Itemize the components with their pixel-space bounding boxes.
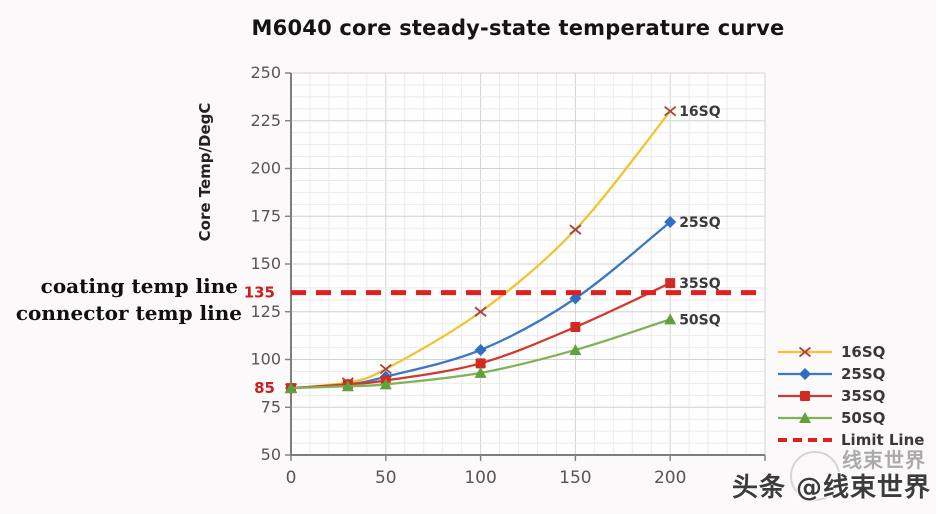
legend-label: 50SQ [841, 409, 886, 427]
legend-label: 16SQ [841, 343, 886, 361]
svg-text:150: 150 [250, 254, 281, 273]
svg-text:150: 150 [559, 468, 591, 488]
svg-text:75: 75 [261, 397, 281, 416]
legend-item-16sq: 16SQ [776, 341, 934, 363]
chart-title: M6040 core steady-state temperature curv… [251, 16, 785, 40]
series-50sq: 50SQ [285, 312, 721, 394]
svg-text:200: 200 [654, 468, 686, 488]
y-tick-labels: 50 75 100 125 150 175 200 225 250 [250, 63, 281, 464]
legend-label: 25SQ [841, 365, 886, 383]
svg-text:225: 225 [250, 111, 281, 130]
svg-text:100: 100 [464, 468, 496, 488]
series-end-label-25sq: 25SQ [679, 215, 721, 231]
legend-swatch-50sq [778, 412, 832, 423]
svg-text:50: 50 [261, 445, 281, 464]
y-highlight-label-135: 135 [244, 284, 275, 302]
svg-text:250: 250 [250, 63, 281, 82]
legend-swatch-limit-line [778, 438, 832, 442]
series-end-label-35sq: 35SQ [679, 276, 721, 292]
watermark-ghost-text: 线束世界 [842, 448, 926, 472]
legend-label: 35SQ [841, 387, 886, 405]
legend-swatch-16sq [778, 346, 832, 358]
legend-swatch-25sq [778, 368, 832, 380]
svg-text:125: 125 [250, 302, 281, 321]
gridlines [290, 72, 766, 456]
legend-item-limit-line: Limit Line [776, 429, 934, 451]
watermark-circle-logo [790, 451, 840, 501]
series-end-label-16sq: 16SQ [679, 104, 721, 120]
legend-item-50sq: 50SQ [776, 407, 934, 429]
series-end-label-50sq: 50SQ [679, 312, 721, 328]
svg-text:50: 50 [375, 468, 397, 488]
watermark-text: 头条 @线束世界 [731, 473, 931, 503]
legend-item-25sq: 25SQ [776, 363, 934, 385]
svg-text:175: 175 [250, 206, 281, 225]
y-highlight-label-85: 85 [254, 379, 275, 397]
y-axis-title: Core Temp/DegC [196, 102, 214, 242]
legend-item-35sq: 35SQ [776, 385, 934, 407]
chart-legend: 16SQ 25SQ 35SQ 50SQ Limit Line [776, 341, 934, 451]
x-tick-labels: 0 50 100 150 200 [286, 468, 687, 488]
connector-temp-line-label: connector temp line [15, 301, 242, 325]
legend-label: Limit Line [841, 431, 925, 449]
coating-temp-line-label: coating temp line [40, 274, 238, 298]
svg-text:200: 200 [250, 159, 281, 178]
svg-text:100: 100 [250, 350, 281, 369]
svg-text:0: 0 [286, 468, 297, 488]
legend-swatch-35sq [778, 391, 832, 401]
